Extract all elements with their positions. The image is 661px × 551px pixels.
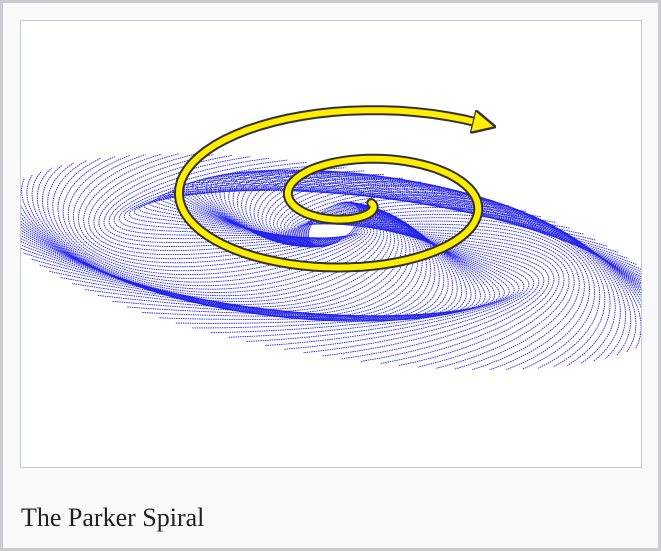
figure: The Parker Spiral	[0, 0, 661, 551]
caption: The Parker Spiral	[21, 503, 204, 533]
surface-line	[326, 209, 559, 365]
surface-line	[330, 207, 544, 359]
parker-spiral-image	[21, 21, 641, 467]
figure-image	[20, 20, 642, 468]
surface-line	[322, 206, 539, 356]
spiral-surface	[21, 154, 641, 370]
